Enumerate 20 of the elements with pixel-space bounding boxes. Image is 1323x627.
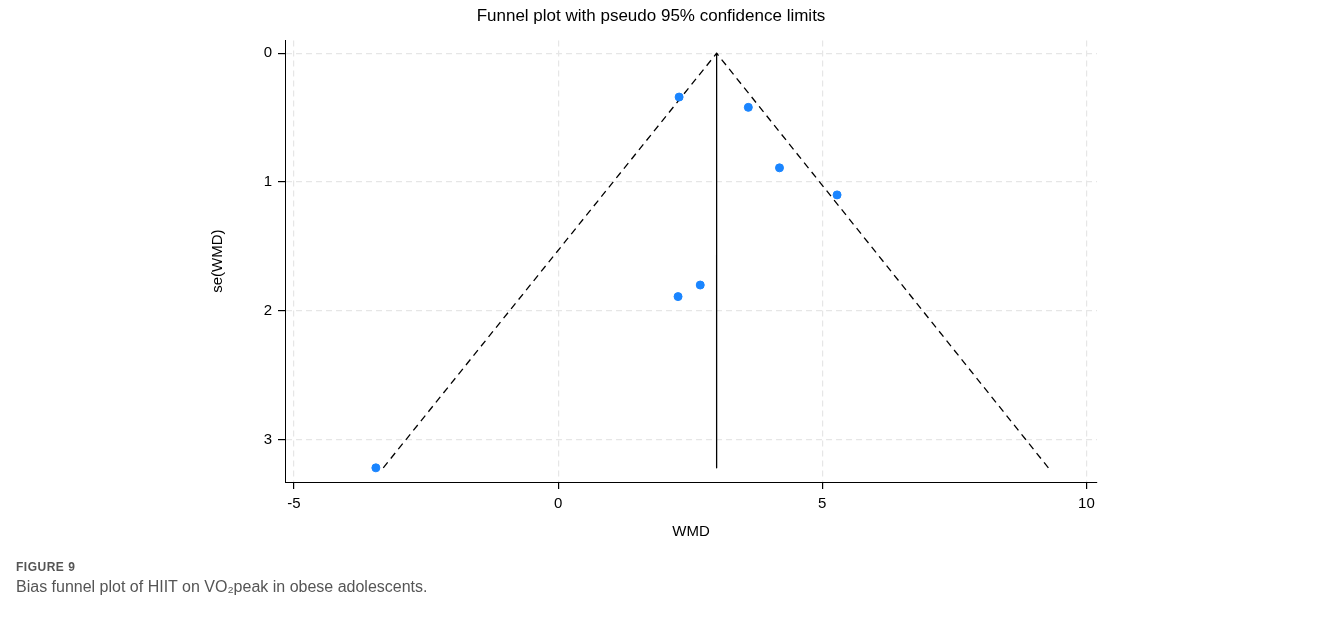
point	[695, 280, 705, 290]
x-tick-label: 5	[818, 494, 827, 512]
x-tick-label: 0	[553, 494, 563, 512]
y-tick-label: 2	[263, 300, 272, 318]
point	[674, 92, 684, 102]
point	[743, 102, 753, 112]
y-axis-title: se(WMD)	[208, 229, 226, 293]
y-tick-label: 0	[263, 43, 272, 61]
y-tick-label: 3	[263, 429, 272, 447]
text: Bias funnel plot of HIIT on VO₂peak in obese adolescents.	[16, 578, 428, 596]
y-tick-label: 1	[263, 172, 272, 190]
chart-title: Funnel plot with pseudo 95% confidence limits	[476, 5, 826, 25]
caption: FIGURE 9	[16, 560, 77, 574]
point	[774, 163, 784, 173]
point	[673, 292, 683, 302]
point	[371, 463, 381, 473]
x-tick-label: 10	[1078, 494, 1095, 512]
x-tick-label: -5	[287, 494, 301, 512]
x-axis-title: WMD	[672, 522, 710, 540]
point	[832, 190, 842, 200]
